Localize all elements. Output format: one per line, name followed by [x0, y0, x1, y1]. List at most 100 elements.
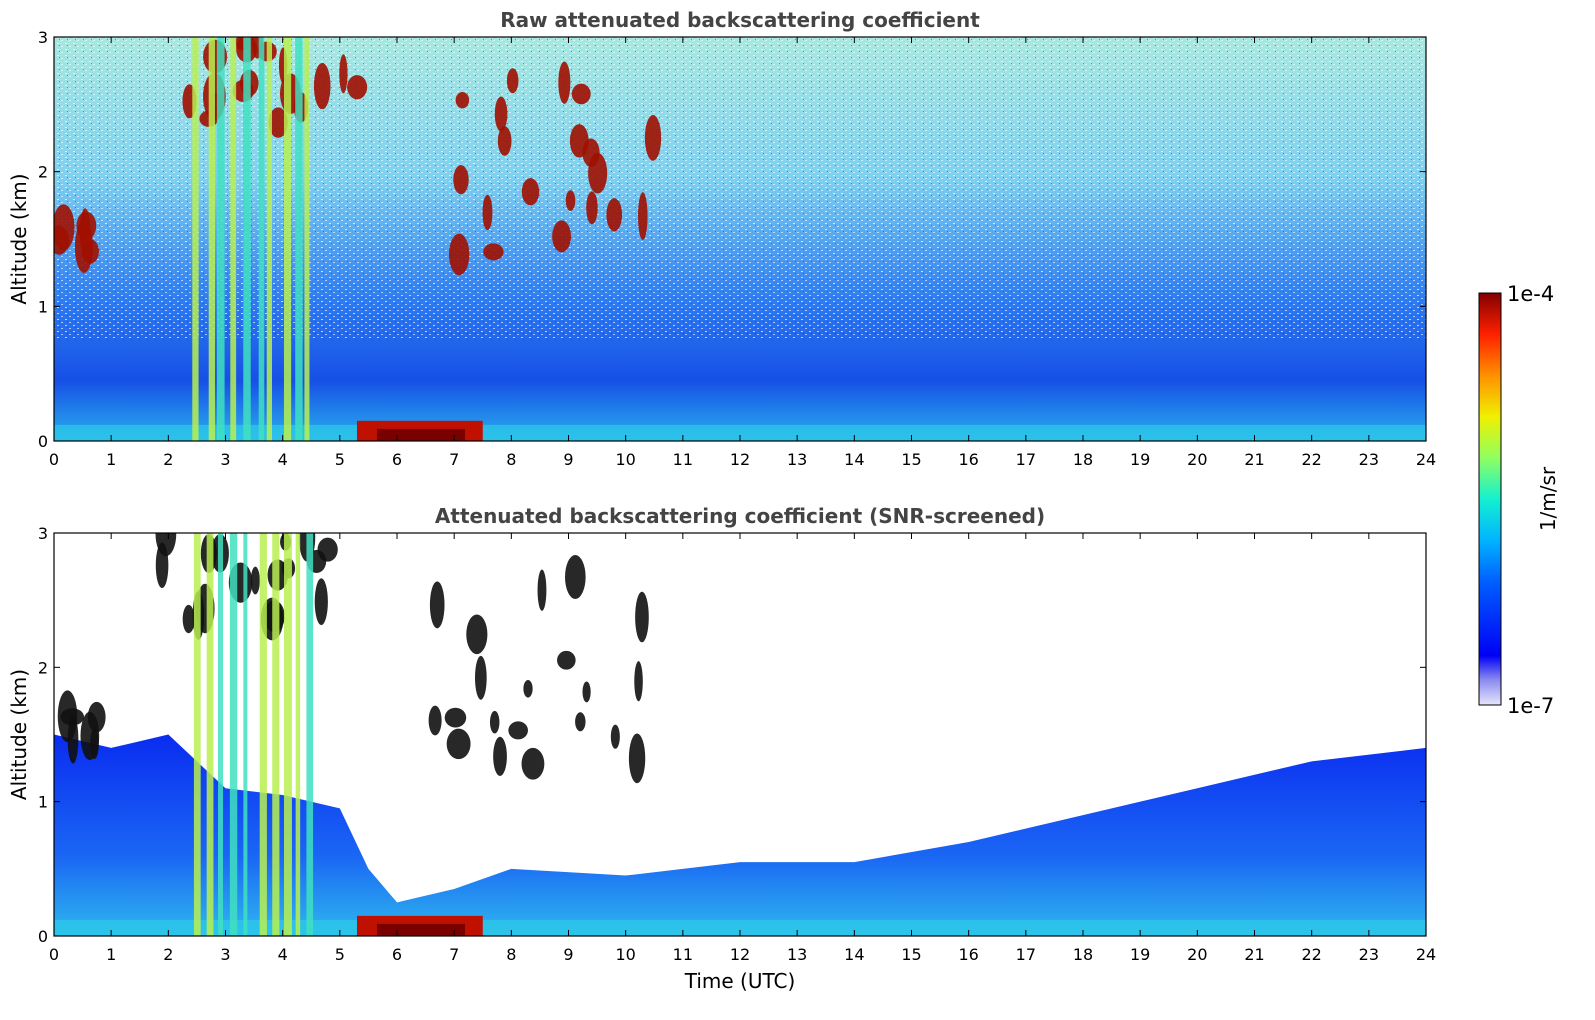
- cloud-patch: [582, 681, 591, 703]
- cloud-patch: [314, 578, 328, 626]
- cloud-patch: [444, 707, 467, 728]
- cloud-patch: [57, 690, 78, 743]
- precipitation-streak: [295, 533, 301, 936]
- precipitation-streak: [304, 37, 310, 441]
- y-axis-ticks: 0 1 2 3: [38, 524, 1426, 946]
- fog-core: [376, 428, 466, 441]
- cloud-patch: [313, 62, 331, 110]
- panel-snr-screened: Attenuated backscattering coefficient (S…: [7, 504, 1436, 993]
- cloud-patch: [54, 225, 69, 255]
- y-axis-label: Altitude (km): [7, 173, 31, 304]
- cloud-patch: [571, 83, 591, 105]
- cloud-patch: [428, 705, 442, 736]
- precipitation-streak: [272, 533, 280, 936]
- cloud-patch: [455, 92, 470, 109]
- cloud-patch: [76, 211, 97, 240]
- precipitation-streak: [193, 533, 201, 936]
- x-tick-label: 18: [1073, 945, 1093, 964]
- cloud-patch: [557, 650, 576, 670]
- x-tick-label: 21: [1244, 945, 1264, 964]
- cloud-patch: [610, 724, 620, 749]
- y-tick-label: 2: [38, 163, 48, 182]
- colorbar-min-label: 1e-7: [1507, 694, 1554, 718]
- cloud-patch: [506, 68, 519, 94]
- x-tick-label: 3: [220, 945, 230, 964]
- cloud-patch: [317, 537, 338, 562]
- x-tick-label: 22: [1301, 945, 1321, 964]
- x-axis-label: Time (UTC): [684, 969, 796, 993]
- cloud-patch: [494, 96, 508, 132]
- x-tick-label: 1: [106, 450, 116, 469]
- x-tick-label: 0: [49, 450, 59, 469]
- x-tick-label: 9: [563, 945, 573, 964]
- cloud-patch: [635, 591, 649, 643]
- y-tick-label: 3: [38, 524, 48, 543]
- x-tick-label: 20: [1187, 945, 1207, 964]
- x-tick-label: 12: [730, 450, 750, 469]
- x-tick-label: 5: [335, 945, 345, 964]
- x-tick-label: 24: [1416, 450, 1436, 469]
- cloud-patch: [582, 138, 600, 167]
- cloud-patch: [634, 661, 643, 702]
- x-tick-label: 18: [1073, 450, 1093, 469]
- y-tick-label: 2: [38, 658, 48, 677]
- precipitation-streak: [192, 37, 199, 441]
- cloud-patch: [339, 54, 348, 94]
- x-axis-ticks: 0 1 2 3 4 5 6 7 8 9 10 11 12 13 14 15 16 17 18 19 20 21 22 23 24: [49, 37, 1436, 469]
- colorbar: 1e-4 1e-7 1/m/sr: [1478, 282, 1560, 718]
- x-tick-label: 11: [673, 945, 693, 964]
- x-tick-label: 15: [901, 945, 921, 964]
- cloud-patch: [565, 190, 576, 211]
- precipitation-streak: [266, 37, 273, 441]
- x-tick-label: 8: [506, 945, 516, 964]
- precipitation-streak: [229, 533, 238, 936]
- y-tick-label: 3: [38, 28, 48, 47]
- x-tick-label: 22: [1301, 450, 1321, 469]
- cloud-patch: [453, 165, 469, 195]
- cloud-patch: [508, 721, 528, 740]
- heatmap-screened: [54, 533, 1426, 936]
- x-tick-label: 2: [163, 450, 173, 469]
- x-tick-label: 21: [1244, 450, 1264, 469]
- cloud-patch: [81, 239, 99, 264]
- x-tick-label: 8: [506, 450, 516, 469]
- precipitation-streak: [243, 37, 251, 441]
- x-tick-label: 4: [278, 945, 288, 964]
- x-tick-label: 10: [615, 945, 635, 964]
- x-tick-label: 23: [1359, 945, 1379, 964]
- chart-title: Raw attenuated backscattering coefficien…: [500, 8, 980, 32]
- x-tick-label: 14: [844, 450, 864, 469]
- x-tick-label: 14: [844, 945, 864, 964]
- cloud-patch: [268, 107, 288, 138]
- x-tick-label: 19: [1130, 450, 1150, 469]
- x-tick-label: 20: [1187, 450, 1207, 469]
- cloud-patch: [565, 555, 586, 599]
- cloud-patch: [537, 569, 547, 611]
- x-tick-label: 13: [787, 945, 807, 964]
- cloud-patch: [638, 192, 648, 241]
- cloud-patch: [182, 604, 195, 634]
- precipitation-streak: [217, 533, 224, 936]
- cloud-patch: [155, 533, 177, 557]
- y-tick-label: 1: [38, 793, 48, 812]
- x-tick-label: 7: [449, 945, 459, 964]
- cloud-patch: [558, 61, 571, 104]
- precipitation-streak: [295, 37, 303, 441]
- cloud-patch: [523, 679, 533, 698]
- cloud-patch: [606, 198, 623, 232]
- x-tick-label: 17: [1016, 450, 1036, 469]
- heatmap-raw: [54, 37, 1426, 441]
- cloud-patch: [489, 710, 500, 734]
- x-tick-label: 11: [673, 450, 693, 469]
- precipitation-streak: [206, 533, 214, 936]
- x-tick-label: 9: [563, 450, 573, 469]
- chart-title: Attenuated backscattering coefficient (S…: [435, 504, 1045, 528]
- precipitation-streak: [230, 37, 237, 441]
- cloud-patch: [493, 736, 507, 777]
- cloud-patch: [347, 75, 368, 100]
- precipitation-streak: [216, 37, 225, 441]
- cloud-patch: [483, 243, 504, 261]
- x-tick-label: 1: [106, 945, 116, 964]
- cloud-patch: [644, 115, 662, 161]
